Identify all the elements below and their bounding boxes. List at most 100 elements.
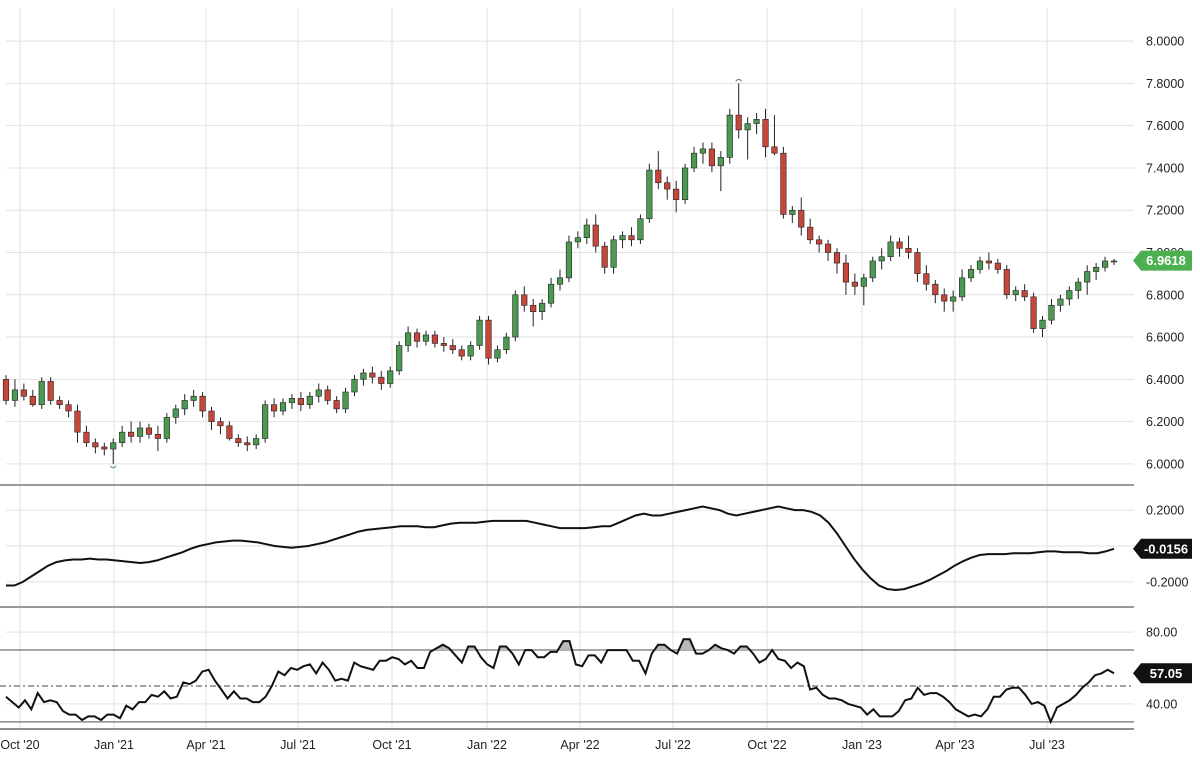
candle-up (1110, 260, 1118, 263)
candle-down (592, 224, 599, 247)
rsi-overbought-fill (654, 644, 671, 651)
candle-down (369, 372, 376, 378)
candle-down (297, 398, 304, 405)
candle-down (816, 239, 823, 245)
candle-down (664, 182, 671, 190)
candle-down (431, 334, 438, 344)
rsi-last-badge-text: 57.05 (1150, 666, 1183, 681)
candle-up (119, 431, 126, 444)
candle-down (56, 400, 63, 405)
candle-up (717, 157, 724, 167)
candle-up (646, 169, 653, 219)
candle-up (163, 417, 170, 439)
candle-down (914, 252, 921, 274)
candle-down (47, 381, 54, 401)
candle-up (253, 438, 260, 446)
candle-down (824, 243, 832, 253)
candle-up (262, 404, 269, 439)
price-axis-label: 6.4000 (1146, 373, 1184, 387)
candle-up (967, 269, 975, 279)
candle-down (145, 427, 153, 435)
candle-up (467, 345, 474, 357)
candle-up (1075, 281, 1082, 291)
candle-up (172, 408, 179, 418)
candle-down (485, 319, 492, 359)
candle-down (333, 400, 340, 410)
x-tick-label: Jan '22 (467, 738, 507, 752)
x-tick-label: Apr '21 (186, 738, 225, 752)
x-tick-label: Apr '23 (935, 738, 974, 752)
osc-axis-label: 0.2000 (1146, 504, 1184, 518)
price-last-badge: 6.9618 (1133, 250, 1192, 271)
candle-up (360, 372, 367, 380)
candle-up (38, 381, 45, 405)
candle-up (950, 296, 957, 302)
x-tick-label: Apr '22 (560, 738, 599, 752)
candle-down (771, 146, 778, 154)
candle-up (422, 334, 430, 342)
candle-up (405, 332, 412, 346)
candle-down (458, 349, 465, 357)
candle-up (887, 241, 894, 258)
price-axis-label: 6.6000 (1146, 331, 1184, 345)
rsi-line (5, 638, 1115, 725)
candle-down (941, 294, 948, 302)
candle-down (1003, 269, 1010, 296)
candle-down (101, 446, 108, 450)
candle-up (494, 349, 501, 359)
badge-layer: 6.9618 -0.0156 57.05 (1133, 250, 1192, 684)
price-axis-label: 7.8000 (1146, 77, 1184, 91)
candle-down (923, 273, 930, 285)
candle-down (807, 226, 814, 241)
candle-down (851, 281, 858, 287)
candle-down (92, 442, 99, 448)
candle-up (11, 389, 19, 401)
candle-up (610, 239, 617, 268)
candle-up (869, 260, 876, 279)
candle-down (128, 431, 135, 437)
candle-down (244, 442, 251, 446)
candle-down (199, 395, 206, 412)
rsi-last-badge: 57.05 (1133, 663, 1192, 684)
candle-down (65, 404, 72, 412)
price-axis-label: 7.4000 (1146, 161, 1184, 175)
x-tick-label: Oct '21 (372, 738, 411, 752)
candle-up (699, 148, 707, 154)
price-panel (2, 78, 1118, 469)
candle-up (110, 442, 117, 450)
candle-up (476, 319, 483, 346)
candle-down (735, 114, 742, 131)
candle-up (959, 277, 966, 298)
x-tick-label: Jul '22 (655, 738, 691, 752)
candle-down (994, 262, 1001, 270)
candle-down (1021, 290, 1028, 298)
candle-up (878, 256, 885, 262)
candle-down (762, 119, 769, 148)
candle-down (154, 433, 161, 439)
candle-down (655, 169, 662, 184)
candle-up (306, 395, 313, 405)
osc-axis-label: -0.2000 (1146, 575, 1188, 589)
candle-up (1057, 298, 1064, 306)
oscillator-line (6, 505, 1115, 592)
candle-up (744, 123, 751, 131)
candle-up (690, 152, 698, 169)
candle-down (932, 283, 939, 296)
candle-down (833, 252, 841, 264)
x-tick-label: Jan '21 (94, 738, 134, 752)
high-marker (735, 78, 743, 82)
candle-up (583, 224, 590, 239)
candle-down (378, 376, 385, 384)
osc-last-badge: -0.0156 (1133, 538, 1192, 559)
x-tick-label: Oct '20 (0, 738, 39, 752)
candle-down (324, 389, 331, 401)
candle-down (780, 152, 787, 215)
low-marker (109, 465, 117, 469)
candle-up (1048, 305, 1055, 321)
price-axis-label: 6.8000 (1146, 288, 1184, 302)
candle-down (440, 343, 447, 346)
candle-up (181, 400, 188, 410)
candle-up (619, 235, 626, 241)
